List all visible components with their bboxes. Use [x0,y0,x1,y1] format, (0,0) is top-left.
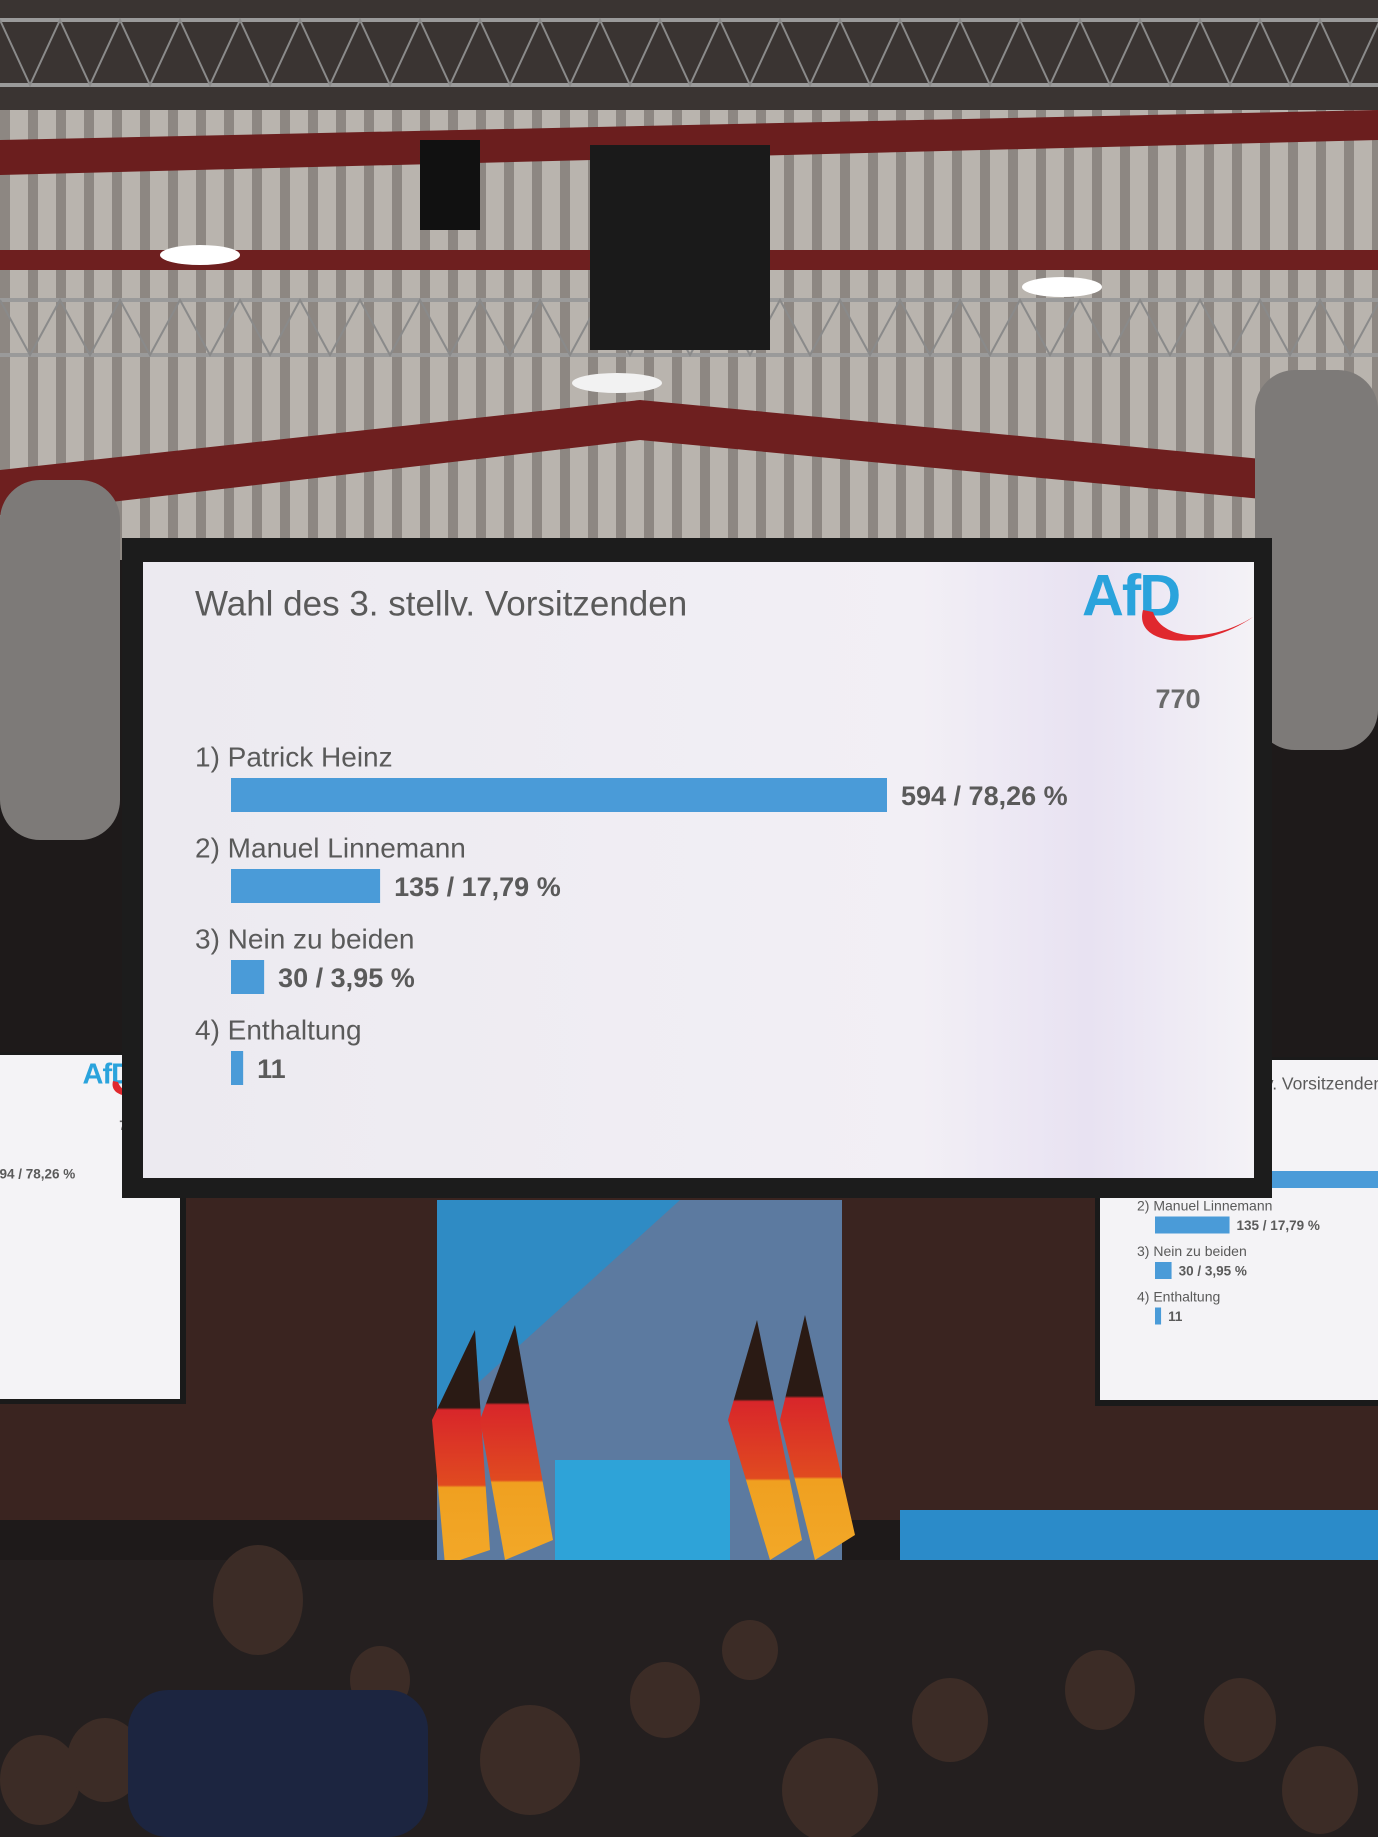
bar [1155,1307,1162,1325]
bar [231,869,381,903]
category-label: 3) Nein zu beiden [195,923,414,954]
value-label: 30 / 3,95 % [1179,1264,1247,1279]
duct [0,480,120,840]
chart: Wahl des 3. stellv. Vorsitzenden AfD 770 1)… [195,563,1253,1085]
value-label: 11 [1168,1309,1183,1324]
bar [231,778,887,812]
lamp [160,245,240,265]
logo-swoosh [1142,610,1253,641]
lamp [572,373,662,393]
annotation: 770 [1155,684,1200,714]
bar [231,960,265,994]
category-label: 3) Nein zu beiden [1137,1243,1247,1259]
lamp [1022,277,1102,297]
value-label: 594 / 78,26 % [0,1167,75,1182]
category-label: 4) Enthaltung [1137,1289,1220,1305]
speaker [420,140,480,230]
beam [0,110,1378,175]
logo: AfD [1082,563,1179,628]
chart-title: Wahl des 3. stellv. Vorsitzenden [195,584,687,623]
roof-dark [0,0,1378,110]
category-label: 1) Patrick Heinz [195,741,393,772]
value-label: 30 / 3,95 % [278,963,415,993]
light-rig [590,145,770,350]
duct [1255,370,1378,750]
backdrop-accent [437,1200,680,1420]
bar [231,1051,244,1085]
category-label: 2) Manuel Linnemann [195,832,466,863]
category-label: 4) Enthaltung [195,1014,362,1045]
category-label: 2) Manuel Linnemann [1137,1198,1272,1214]
value-label: 135 / 17,79 % [394,872,561,902]
beam [0,400,1378,515]
person [128,1690,428,1837]
heads [0,1545,1358,1837]
value-label: 594 / 78,26 % [901,781,1068,811]
value-label: 11 [257,1054,286,1084]
value-label: 135 / 17,79 % [1237,1218,1320,1233]
truss-web [0,17,1378,88]
truss-web [0,297,1378,358]
bar [1155,1216,1230,1234]
bar [1155,1262,1172,1279]
flags [432,1315,855,1565]
